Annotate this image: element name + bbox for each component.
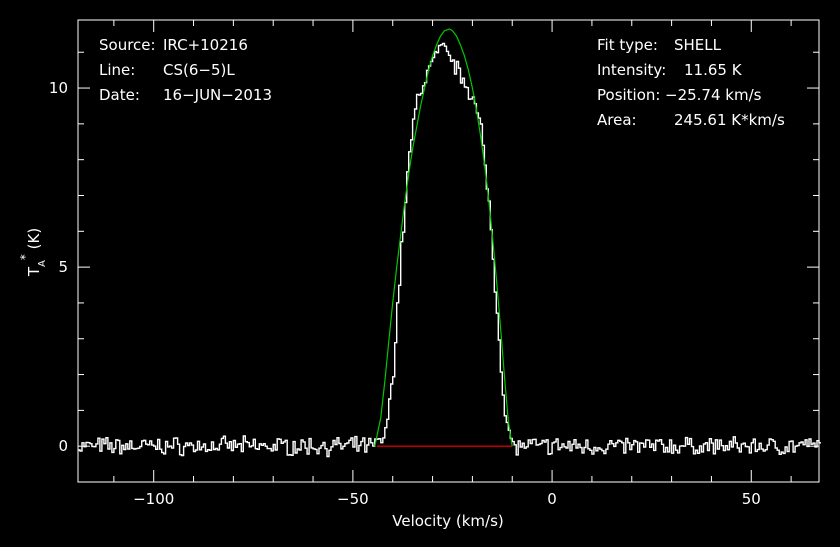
fit-type-label: Fit type: — [597, 36, 658, 54]
axis-ticks: −100 −50 0 50 0 5 10 — [49, 20, 819, 508]
plot-frame — [77, 19, 820, 483]
x-tick-label: −100 — [133, 490, 174, 508]
area-value: 245.61 K*km/s — [674, 111, 785, 129]
x-axis-label: Velocity (km/s) — [392, 512, 503, 530]
source-label: Source: — [99, 36, 156, 54]
x-tick-label: 50 — [742, 490, 761, 508]
intensity-value: 11.65 K — [684, 61, 743, 79]
y-axis-label-subscript: A — [37, 260, 48, 267]
source-value: IRC+10216 — [163, 36, 248, 54]
position-label: Position: — [597, 86, 660, 104]
y-tick-label: 0 — [58, 437, 68, 455]
series-spectrum-line — [78, 42, 821, 458]
x-tick-label: 0 — [547, 490, 557, 508]
intensity-label: Intensity: — [597, 61, 666, 79]
date-label: Date: — [99, 86, 140, 104]
y-tick-label: 10 — [49, 79, 68, 97]
area-label: Area: — [597, 111, 637, 129]
position-value: −25.74 km/s — [665, 86, 762, 104]
series-fit-line — [374, 28, 513, 447]
y-axis-label-unit: (K) — [25, 228, 43, 254]
y-tick-label: 5 — [58, 258, 68, 276]
line-value: CS(6−5)L — [163, 61, 235, 79]
y-axis-label-superscript: * — [18, 254, 32, 260]
fit-type-value: SHELL — [674, 36, 722, 54]
chart-marks — [78, 28, 821, 458]
date-value: 16−JUN−2013 — [163, 86, 272, 104]
line-label: Line: — [99, 61, 135, 79]
x-tick-label: −50 — [337, 490, 369, 508]
